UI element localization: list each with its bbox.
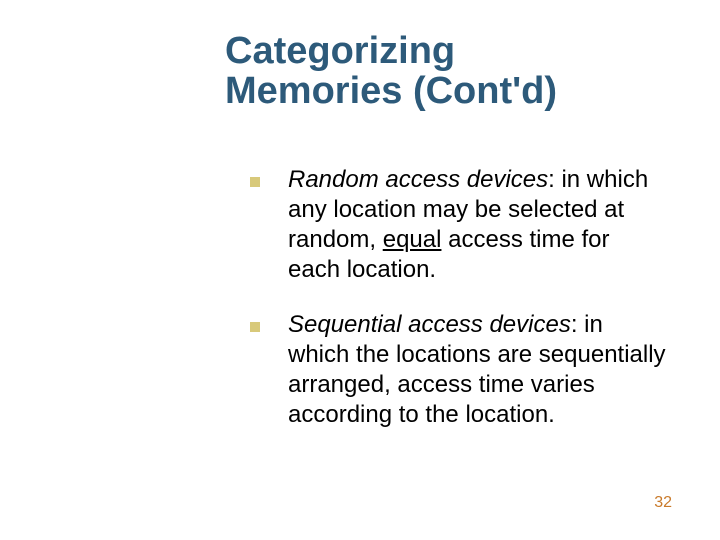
text-segment: equal <box>383 226 442 253</box>
bullet-row: Sequential access devices: in which the … <box>250 310 668 430</box>
title-line1: Categorizing <box>225 32 557 72</box>
bullet-text: Sequential access devices: in which the … <box>288 310 668 430</box>
bullet-text: Random access devices: in which any loca… <box>288 165 658 285</box>
text-segment: Random access devices <box>288 166 548 193</box>
bullet-row: Random access devices: in which any loca… <box>250 165 658 285</box>
slide: Categorizing Memories (Cont'd) Random ac… <box>0 0 720 540</box>
text-segment: Sequential access devices <box>288 311 571 338</box>
page-number: 32 <box>654 494 672 512</box>
title-line2: Memories (Cont'd) <box>225 72 557 112</box>
slide-title: Categorizing Memories (Cont'd) <box>225 32 557 112</box>
square-bullet-icon <box>250 177 260 187</box>
square-bullet-icon <box>250 322 260 332</box>
